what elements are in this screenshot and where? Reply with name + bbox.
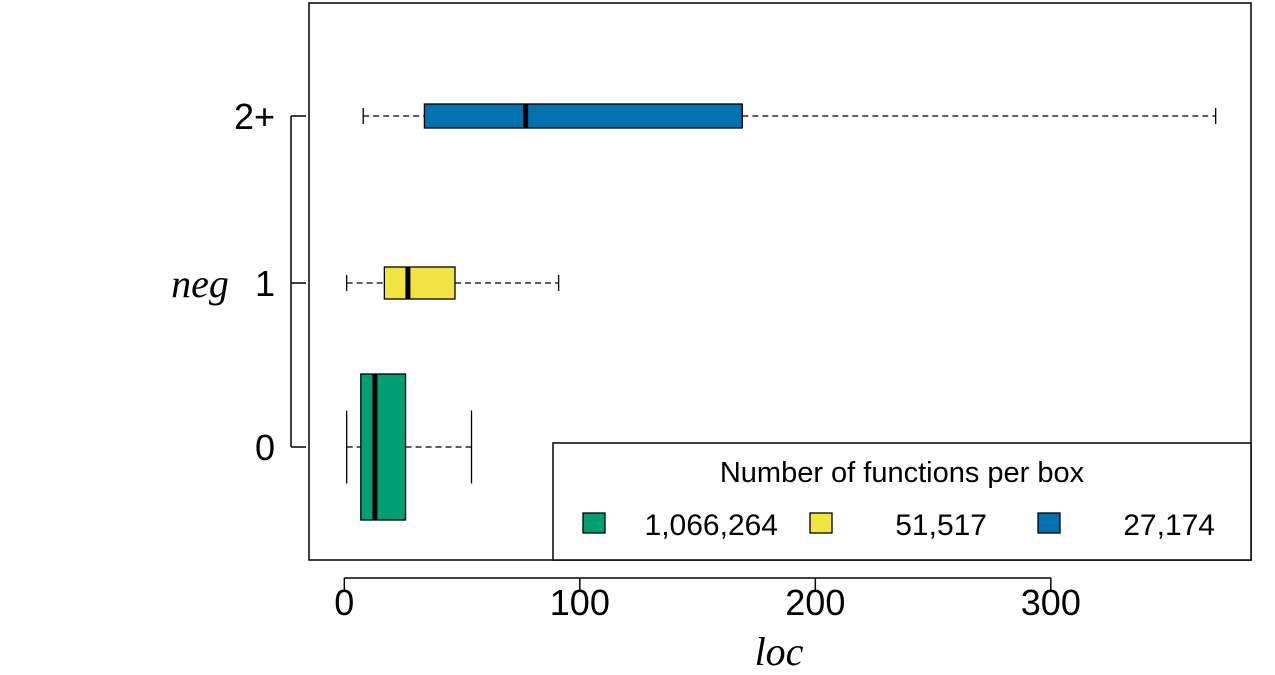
- legend-swatch: [809, 512, 833, 534]
- legend-swatch: [582, 512, 606, 534]
- legend-title: Number of functions per box: [720, 457, 1085, 489]
- y-tick-label: 2+: [234, 96, 275, 137]
- legend-label: 27,174: [1123, 509, 1215, 542]
- box-group: [346, 103, 1217, 521]
- y-tick-label: 1: [255, 263, 275, 304]
- legend-box: [552, 442, 1252, 561]
- iqr-box: [423, 103, 743, 129]
- y-tick-label: 0: [255, 427, 275, 468]
- x-tick-label: 0: [334, 582, 354, 623]
- y-axis-title: neg: [171, 261, 229, 306]
- iqr-box: [383, 266, 456, 300]
- iqr-box: [360, 373, 407, 521]
- box-neg-1: [346, 266, 560, 300]
- box-neg-0: [346, 373, 473, 521]
- box-neg-2plus: [362, 103, 1217, 129]
- legend-label: 51,517: [895, 509, 987, 542]
- x-tick-label: 100: [550, 582, 610, 623]
- x-axis: 0 100 200 300: [334, 577, 1081, 623]
- x-tick-label: 300: [1021, 582, 1081, 623]
- legend-label: 1,066,264: [645, 509, 778, 542]
- legend-swatch: [1037, 512, 1061, 534]
- y-axis: 0 1 2+: [234, 96, 306, 468]
- x-axis-title: loc: [755, 629, 804, 674]
- legend: Number of functions per box 1,066,264 51,…: [552, 442, 1252, 561]
- x-tick-label: 200: [785, 582, 845, 623]
